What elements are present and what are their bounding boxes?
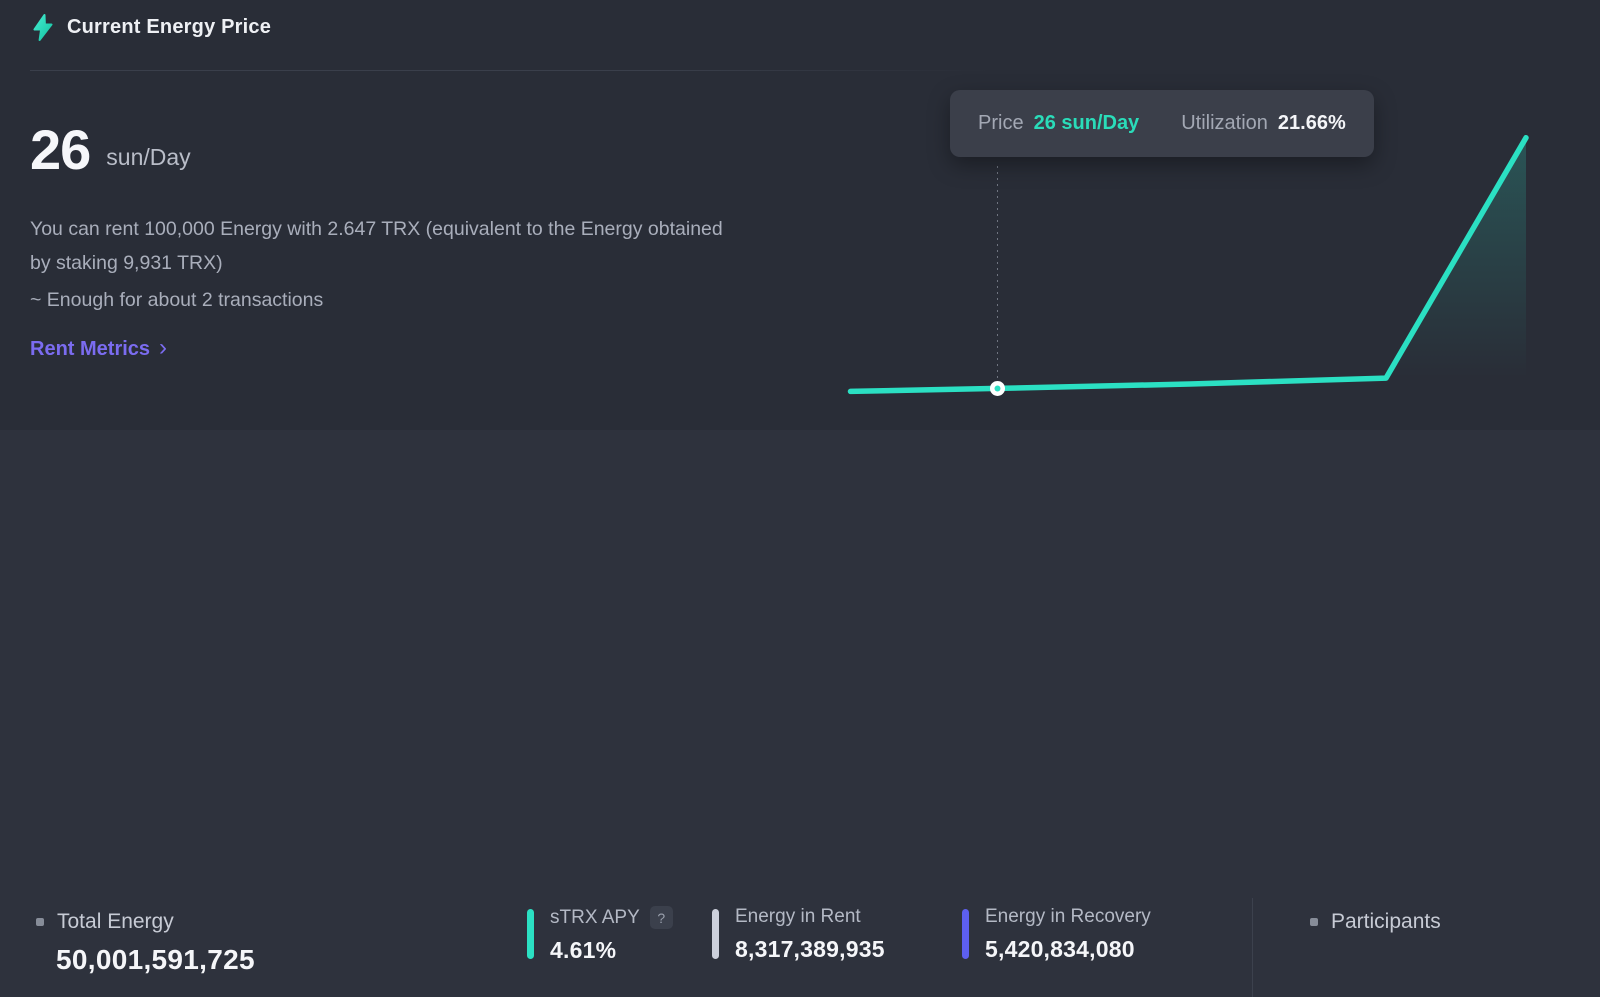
legend-item: Energy in Recovery 5,420,834,080 — [962, 906, 1151, 964]
chart-legend: sTRX APY? 4.61% Energy in Rent 8,317,389,93… — [527, 906, 1151, 964]
tooltip-utilization-label: Utilization — [1181, 112, 1268, 134]
current-price: 26 sun/Day — [30, 122, 191, 178]
tooltip-price: Price 26 sun/Day — [978, 112, 1139, 135]
chevron-right-icon: › — [159, 333, 168, 361]
participants-title: Participants — [1331, 910, 1441, 933]
price-unit: sun/Day — [106, 144, 191, 170]
lightning-icon — [33, 14, 53, 41]
legend-label: sTRX APY — [550, 906, 640, 928]
legend-value: 8,317,389,935 — [735, 936, 885, 962]
total-energy-title: Total Energy — [57, 910, 174, 933]
total-energy-panel: Total Energy 50,001,591,725 2025-08-29 1… — [0, 430, 1600, 997]
rent-metrics-label: Rent Metrics — [30, 338, 151, 360]
total-energy-value: 50,001,591,725 — [56, 944, 255, 975]
price-tooltip: Price 26 sun/Day Utilization 21.66% — [950, 90, 1374, 157]
bullet-icon — [1310, 918, 1318, 926]
legend-label: Energy in Recovery — [985, 906, 1151, 927]
legend-color-bar — [712, 909, 719, 959]
price-description: You can rent 100,000 Energy with 2.647 T… — [30, 218, 723, 274]
tooltip-utilization-value: 21.66% — [1277, 112, 1346, 134]
participants-divider — [1252, 898, 1253, 997]
legend-value: 5,420,834,080 — [985, 936, 1135, 962]
bullet-icon — [36, 918, 44, 926]
transactions-note: ~ Enough for about 2 transactions — [30, 289, 324, 311]
legend-item: Energy in Rent 8,317,389,935 — [712, 906, 962, 964]
legend-item: sTRX APY? 4.61% — [527, 906, 712, 964]
page-title: Current Energy Price — [67, 16, 272, 38]
legend-color-bar — [527, 909, 534, 959]
legend-value: 4.61% — [550, 937, 617, 963]
tooltip-utilization: Utilization 21.66% — [1181, 112, 1346, 135]
help-icon[interactable]: ? — [649, 906, 673, 929]
tooltip-price-label: Price — [978, 112, 1024, 134]
price-value: 26 — [30, 118, 91, 181]
total-energy-header: Total Energy — [36, 910, 174, 934]
legend-label: Energy in Rent — [735, 906, 861, 927]
tooltip-price-value: 26 sun/Day — [1033, 112, 1140, 134]
legend-color-bar — [962, 909, 969, 959]
price-trend-chart[interactable] — [840, 120, 1540, 415]
header-divider — [30, 70, 990, 71]
panel-header: Current Energy Price — [32, 14, 271, 41]
current-energy-price-panel: Current Energy Price 26 sun/Day You can … — [0, 0, 1600, 430]
participants-header: Participants — [1310, 910, 1441, 934]
rent-metrics-link[interactable]: Rent Metrics › — [30, 333, 168, 361]
